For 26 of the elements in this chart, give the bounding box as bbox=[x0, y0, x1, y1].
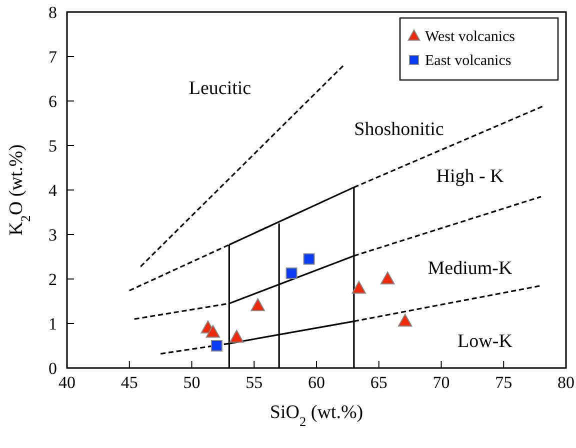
x-tick-label: 60 bbox=[308, 373, 325, 392]
y-tick-label: 6 bbox=[48, 92, 57, 111]
y-tick-label: 3 bbox=[48, 226, 57, 244]
x-axis-title: SiO$_{2}$ (wt.%) bbox=[270, 402, 364, 428]
annotation: Medium-K bbox=[428, 258, 512, 279]
legend-label: East volcanics bbox=[425, 53, 512, 69]
y-tick-label: 2 bbox=[48, 270, 57, 289]
annotation: High - K bbox=[436, 166, 504, 187]
x-tick-label: 65 bbox=[370, 373, 388, 392]
annotation: Leucitic bbox=[188, 78, 252, 99]
x-tick-label: 70 bbox=[432, 373, 450, 392]
annotation: Low-K bbox=[458, 331, 513, 352]
x-tick-label: 45 bbox=[120, 373, 138, 392]
x-tick-label: 50 bbox=[183, 373, 200, 392]
x-tick-label: 80 bbox=[558, 373, 574, 392]
y-tick-label: 0 bbox=[48, 359, 57, 378]
y-tick-label: 4 bbox=[48, 181, 58, 200]
legend-label: West volcanics bbox=[425, 29, 516, 45]
x-tick-label: 75 bbox=[495, 373, 512, 392]
x-tick-label: 40 bbox=[58, 373, 76, 392]
y-tick-label: 7 bbox=[48, 48, 58, 66]
y-tick-label: 8 bbox=[48, 3, 57, 22]
x-tick-label: 55 bbox=[246, 373, 263, 392]
y-tick-label: 5 bbox=[48, 136, 57, 156]
annotation: Shoshonitic bbox=[354, 119, 444, 140]
y-tick-label: 1 bbox=[48, 314, 57, 334]
